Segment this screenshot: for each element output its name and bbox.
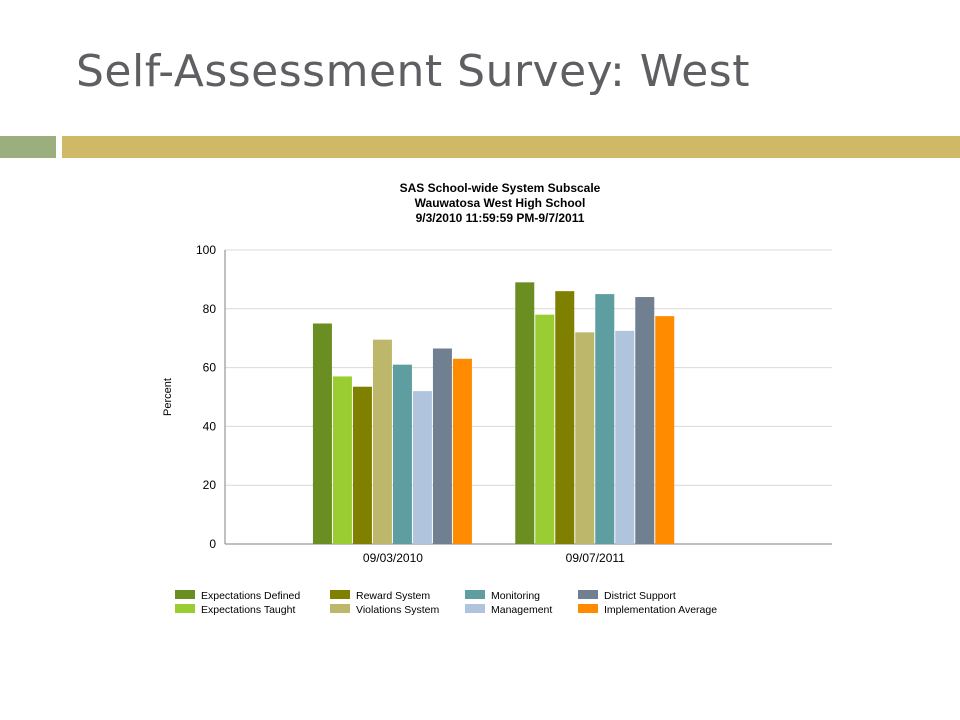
slide-title: Self-Assessment Survey: West [76,46,750,97]
legend-label: Implementation Average [604,604,717,616]
legend-swatch [175,590,195,599]
legend-label: Management [491,604,552,616]
legend-swatch [465,590,485,599]
legend-label: Expectations Defined [201,590,300,602]
chart-subtitle-school: Wauwatosa West High School [414,196,586,210]
legend-swatch [465,604,485,613]
bar [595,294,615,544]
legend-swatch [578,604,598,613]
legend-label: Reward System [356,590,430,602]
legend-swatch [330,590,350,599]
bar [515,282,535,544]
legend-swatch [578,590,598,599]
bar [615,330,635,544]
chart-container: SAS School-wide System Subscale Wauwatos… [150,176,850,636]
y-tick-label: 80 [203,302,217,316]
chart-title: SAS School-wide System Subscale [399,181,601,195]
accent-bar-left [0,136,56,158]
legend-swatch [330,604,350,613]
bar [655,316,675,544]
legend-label: Violations System [356,604,440,616]
bar [352,386,372,544]
legend-label: Monitoring [491,590,540,602]
bar [392,364,412,544]
bar [312,323,332,544]
bar [372,339,392,544]
accent-bar-right [62,136,960,158]
chart-subtitle-range: 9/3/2010 11:59:59 PM-9/7/2011 [415,211,585,225]
legend-label: Expectations Taught [201,604,295,616]
bar [555,291,575,544]
bar [452,358,472,544]
x-tick-label: 09/03/2010 [363,551,423,565]
bar-chart: 0 20 40 60 80 100 Percent 09/03/2010 09/07/2011 E… [162,243,832,616]
y-tick-label: 60 [203,361,217,375]
y-tick-label: 20 [203,478,217,492]
y-axis-label: Percent [162,378,174,416]
bar [432,348,452,544]
x-tick-label: 09/07/2011 [566,551,625,565]
y-tick-label: 0 [209,537,216,551]
bar [575,332,595,544]
bar [412,391,432,544]
bar [332,376,352,544]
bar [535,314,555,544]
bar [635,297,655,544]
legend-swatch [175,604,195,613]
y-tick-label: 100 [196,243,216,257]
legend-label: District Support [604,590,676,602]
y-tick-label: 40 [203,419,217,433]
